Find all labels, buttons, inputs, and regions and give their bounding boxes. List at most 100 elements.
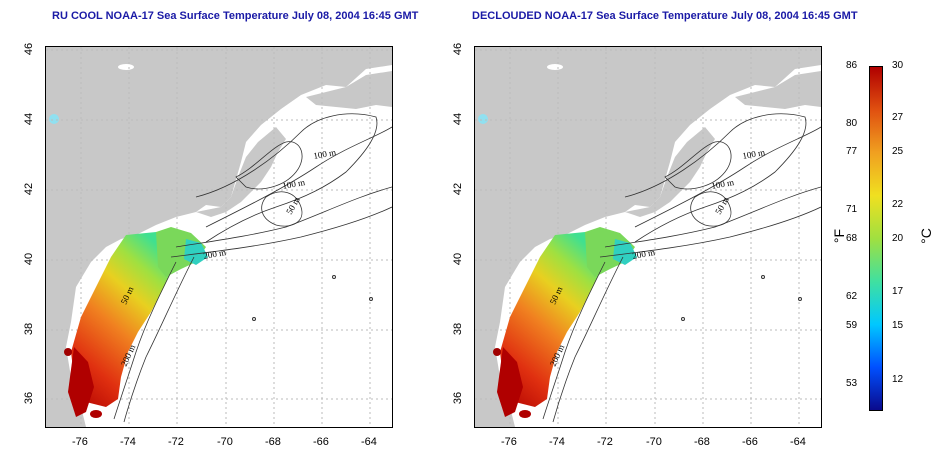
- small-island: [252, 317, 256, 321]
- colorbar-fahrenheit-tick: 53: [846, 378, 858, 389]
- x-tick-label: -74: [549, 436, 565, 448]
- sst-cool-patch: [585, 227, 635, 277]
- y-tick-label: 40: [452, 252, 465, 266]
- isobath-contour: [261, 191, 303, 227]
- sst-warm-dot: [493, 348, 501, 356]
- isobath-contour: [604, 186, 821, 248]
- y-tick-label: 42: [23, 182, 36, 196]
- isobath-contour: [235, 141, 303, 190]
- lake: [118, 64, 134, 70]
- x-tick-label: -74: [120, 436, 136, 448]
- isobath-contour: [599, 206, 821, 258]
- colorbar-fahrenheit-tick: 77: [846, 146, 858, 157]
- y-tick-label: 42: [452, 182, 465, 196]
- isobath-contour: [634, 126, 821, 228]
- y-tick-label: 36: [452, 391, 465, 405]
- x-tick-label: -68: [265, 436, 281, 448]
- small-island: [332, 275, 336, 279]
- sst-cold-core: [184, 239, 208, 265]
- colorbar-fahrenheit-tick: 68: [846, 233, 858, 244]
- x-tick-label: -70: [217, 436, 233, 448]
- small-island: [369, 297, 373, 301]
- sst-warm-dot: [519, 410, 531, 418]
- x-tick-label: -70: [646, 436, 662, 448]
- colorbar-celsius-tick: 15: [892, 320, 904, 331]
- sst-cool-patch: [156, 227, 206, 277]
- isobath-contour: [170, 206, 392, 258]
- colorbar-celsius-tick: 25: [892, 146, 904, 157]
- isobath-contour: [542, 261, 606, 420]
- y-tick-label: 44: [452, 112, 465, 126]
- contour-label: 200 m: [203, 247, 227, 261]
- land-nova-scotia: [196, 127, 286, 217]
- colorbar-celsius-tick: 12: [892, 374, 904, 385]
- temperature-colorbar: [869, 66, 883, 411]
- unit-celsius: °C: [917, 228, 934, 244]
- colorbar-fahrenheit-tick: 59: [846, 320, 858, 331]
- x-tick-label: -72: [168, 436, 184, 448]
- x-tick-label: -64: [361, 436, 377, 448]
- isobath-contour: [690, 191, 732, 227]
- small-island: [681, 317, 685, 321]
- y-tick-label: 38: [452, 322, 465, 336]
- contour-label: 200 m: [632, 247, 656, 261]
- x-tick-label: -68: [694, 436, 710, 448]
- small-island: [761, 275, 765, 279]
- y-tick-label: 38: [23, 322, 36, 336]
- colorbar-fahrenheit-tick: 80: [846, 118, 858, 129]
- y-tick-label: 36: [23, 391, 36, 405]
- isobath-contour: [113, 261, 177, 420]
- inland-water-feature: [478, 114, 488, 124]
- y-tick-label: 46: [23, 42, 36, 56]
- sst-warm-south: [497, 347, 523, 417]
- land-nova-scotia: [625, 127, 715, 217]
- y-tick-label: 44: [23, 112, 36, 126]
- land-mainland: [46, 47, 392, 427]
- y-tick-label: 46: [452, 42, 465, 56]
- isobath-contour: [624, 113, 807, 243]
- colorbar-fahrenheit-tick: 71: [846, 204, 858, 215]
- sst-data-patch: [500, 232, 620, 407]
- unit-fahrenheit: °F: [831, 228, 848, 244]
- sst-warm-dot: [64, 348, 72, 356]
- isobath-contour: [552, 256, 624, 423]
- x-tick-label: -76: [72, 436, 88, 448]
- isobath-contour: [123, 256, 195, 423]
- sst-warm-dot: [90, 410, 102, 418]
- contour-label: 100 m: [711, 177, 735, 191]
- sst-map-right[interactable]: 100 m 100 m 50 m 200 m 50 m 200 m: [474, 46, 822, 428]
- land-mainland: [475, 47, 821, 427]
- land-newfoundland: [735, 71, 821, 109]
- colorbar-celsius-tick: 27: [892, 112, 904, 123]
- contour-label: 100 m: [313, 147, 337, 161]
- colorbar-fahrenheit-tick: 86: [846, 60, 858, 71]
- contour-label: 100 m: [742, 147, 766, 161]
- colorbar-celsius-tick: 17: [892, 286, 904, 297]
- x-tick-label: -66: [313, 436, 329, 448]
- sst-map-left[interactable]: 100 m 100 m 50 m 200 m 50 m 200 m: [45, 46, 393, 428]
- inland-water-feature: [49, 114, 59, 124]
- colorbar-celsius-tick: 30: [892, 60, 904, 71]
- sst-cold-core: [613, 239, 637, 265]
- sst-warm-south: [68, 347, 94, 417]
- y-tick-label: 40: [23, 252, 36, 266]
- land-newfoundland: [306, 71, 392, 109]
- panel-title-left: RU COOL NOAA-17 Sea Surface Temperature …: [52, 10, 419, 22]
- colorbar-fahrenheit-tick: 62: [846, 291, 858, 302]
- panel-title-right: DECLOUDED NOAA-17 Sea Surface Temperatur…: [472, 10, 858, 22]
- x-tick-label: -66: [742, 436, 758, 448]
- isobath-contour: [664, 141, 732, 190]
- sst-data-patch: [71, 232, 191, 407]
- x-tick-label: -72: [597, 436, 613, 448]
- isobath-contour: [175, 186, 392, 248]
- colorbar-celsius-tick: 22: [892, 199, 904, 210]
- isobath-contour: [195, 113, 378, 243]
- x-tick-label: -64: [790, 436, 806, 448]
- colorbar-celsius-tick: 20: [892, 233, 904, 244]
- x-tick-label: -76: [501, 436, 517, 448]
- isobath-contour: [205, 126, 392, 228]
- contour-label: 100 m: [282, 177, 306, 191]
- small-island: [798, 297, 802, 301]
